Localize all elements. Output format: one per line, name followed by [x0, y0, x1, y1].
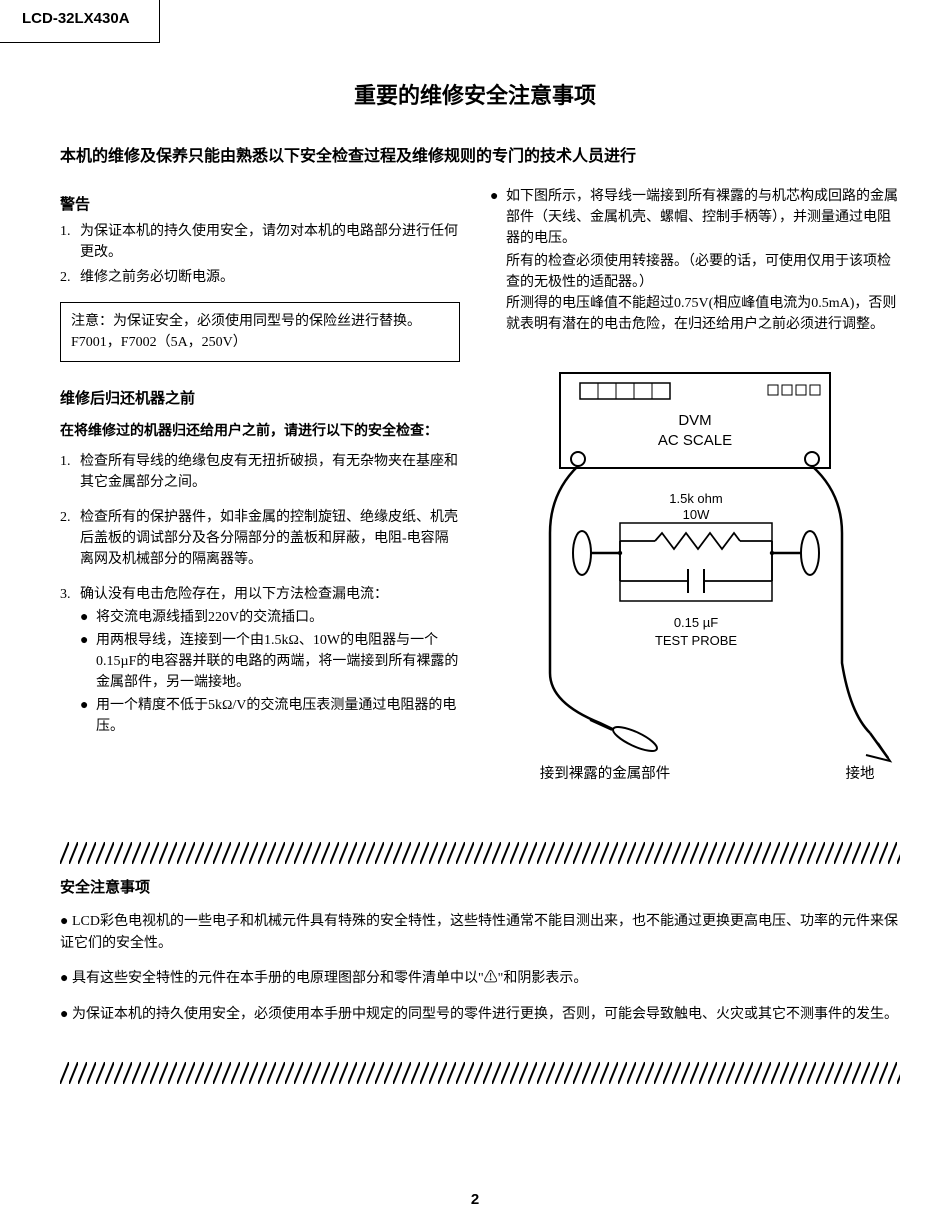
fuse-note-line1: 注意：为保证安全，必须使用同型号的保险丝进行替换。: [71, 311, 449, 332]
content-columns: 警告 1. 为保证本机的持久使用安全，请勿对本机的电路部分进行任何更改。 2. …: [60, 186, 900, 790]
fuse-note-box: 注意：为保证安全，必须使用同型号的保险丝进行替换。 F7001，F7002（5A…: [60, 302, 460, 362]
left-column: 警告 1. 为保证本机的持久使用安全，请勿对本机的电路部分进行任何更改。 2. …: [60, 186, 460, 790]
warning-item: 2. 维修之前务必切断电源。: [60, 267, 460, 288]
dvm-text-2: AC SCALE: [658, 432, 732, 449]
leak-item: ●用一个精度不低于5kΩ/V的交流电压表测量通过电阻器的电压。: [80, 695, 460, 737]
test-circuit-diagram: DVM AC SCALE: [490, 363, 900, 790]
hatch-band-bottom: [60, 1062, 900, 1084]
safety-p3: ● 为保证本机的持久使用安全，必须使用本手册中规定的同型号的零件进行更换，否则，…: [60, 1004, 900, 1026]
page-title: 重要的维修安全注意事项: [0, 78, 950, 110]
return-item: 1. 检查所有导线的绝缘包皮有无扭折破损，有无杂物夹在基座和其它金属部分之间。: [60, 451, 460, 493]
right-column: ● 如下图所示，将导线一端接到所有裸露的与机芯构成回路的金属部件（天线、金属机壳…: [490, 186, 900, 790]
right-para3: 所测得的电压峰值不能超过0.75V(相应峰值电流为0.5mA)，否则就表明有潜在…: [490, 293, 900, 335]
safety-heading: 安全注意事项: [60, 876, 900, 897]
resistor-label-2: 10W: [683, 507, 710, 522]
model-label: LCD-32LX430A: [22, 10, 130, 27]
leak-test-list: ●将交流电源线插到220V的交流插口。 ●用两根导线，连接到一个由1.5kΩ、1…: [80, 607, 460, 737]
fuse-note-line2: F7001，F7002（5A，250V）: [71, 332, 449, 353]
warning-heading: 警告: [60, 194, 460, 217]
return-item: 3. 确认没有电击危险存在，用以下方法检查漏电流： ●将交流电源线插到220V的…: [60, 584, 460, 739]
page-number: 2: [0, 1191, 950, 1208]
caption-right: 接地: [846, 765, 875, 782]
hatch-band-top: [60, 842, 900, 864]
right-para: ● 如下图所示，将导线一端接到所有裸露的与机芯构成回路的金属部件（天线、金属机壳…: [490, 186, 900, 249]
resistor-label-1: 1.5k ohm: [669, 491, 722, 506]
dvm-text-1: DVM: [678, 412, 711, 429]
caption-left: 接到裸露的金属部件: [540, 765, 671, 782]
probe-label: TEST PROBE: [655, 633, 737, 648]
warning-list: 1. 为保证本机的持久使用安全，请勿对本机的电路部分进行任何更改。 2. 维修之…: [60, 221, 460, 288]
leak-item: ●用两根导线，连接到一个由1.5kΩ、10W的电阻器与一个0.15µF的电容器并…: [80, 630, 460, 693]
model-label-box: LCD-32LX430A: [0, 0, 160, 43]
return-item: 2. 检查所有的保护器件，如非金属的控制旋钮、绝缘皮纸、机壳后盖板的调试部分及各…: [60, 507, 460, 570]
safety-section: 安全注意事项 ● LCD彩色电视机的一些电子和机械元件具有特殊的安全特性，这些特…: [60, 876, 900, 1040]
circuit-svg: DVM AC SCALE: [490, 363, 900, 783]
safety-p1: ● LCD彩色电视机的一些电子和机械元件具有特殊的安全特性，这些特性通常不能目测…: [60, 911, 900, 954]
return-list: 1. 检查所有导线的绝缘包皮有无扭折破损，有无杂物夹在基座和其它金属部分之间。 …: [60, 451, 460, 739]
right-para2: 所有的检查必须使用转接器。（必要的话，可使用仅用于该项检查的无极性的适配器。）: [490, 251, 900, 293]
leak-item: ●将交流电源线插到220V的交流插口。: [80, 607, 460, 628]
safety-p2: ● 具有这些安全特性的元件在本手册的电原理图部分和零件清单中以"⚠"和阴影表示。: [60, 968, 900, 990]
return-heading: 维修后归还机器之前: [60, 388, 460, 411]
cap-label: 0.15 µF: [674, 615, 718, 630]
warning-item: 1. 为保证本机的持久使用安全，请勿对本机的电路部分进行任何更改。: [60, 221, 460, 263]
return-intro: 在将维修过的机器归还给用户之前，请进行以下的安全检查：: [60, 420, 460, 441]
page-subtitle: 本机的维修及保养只能由熟悉以下安全检查过程及维修规则的专门的技术人员进行: [60, 142, 636, 166]
